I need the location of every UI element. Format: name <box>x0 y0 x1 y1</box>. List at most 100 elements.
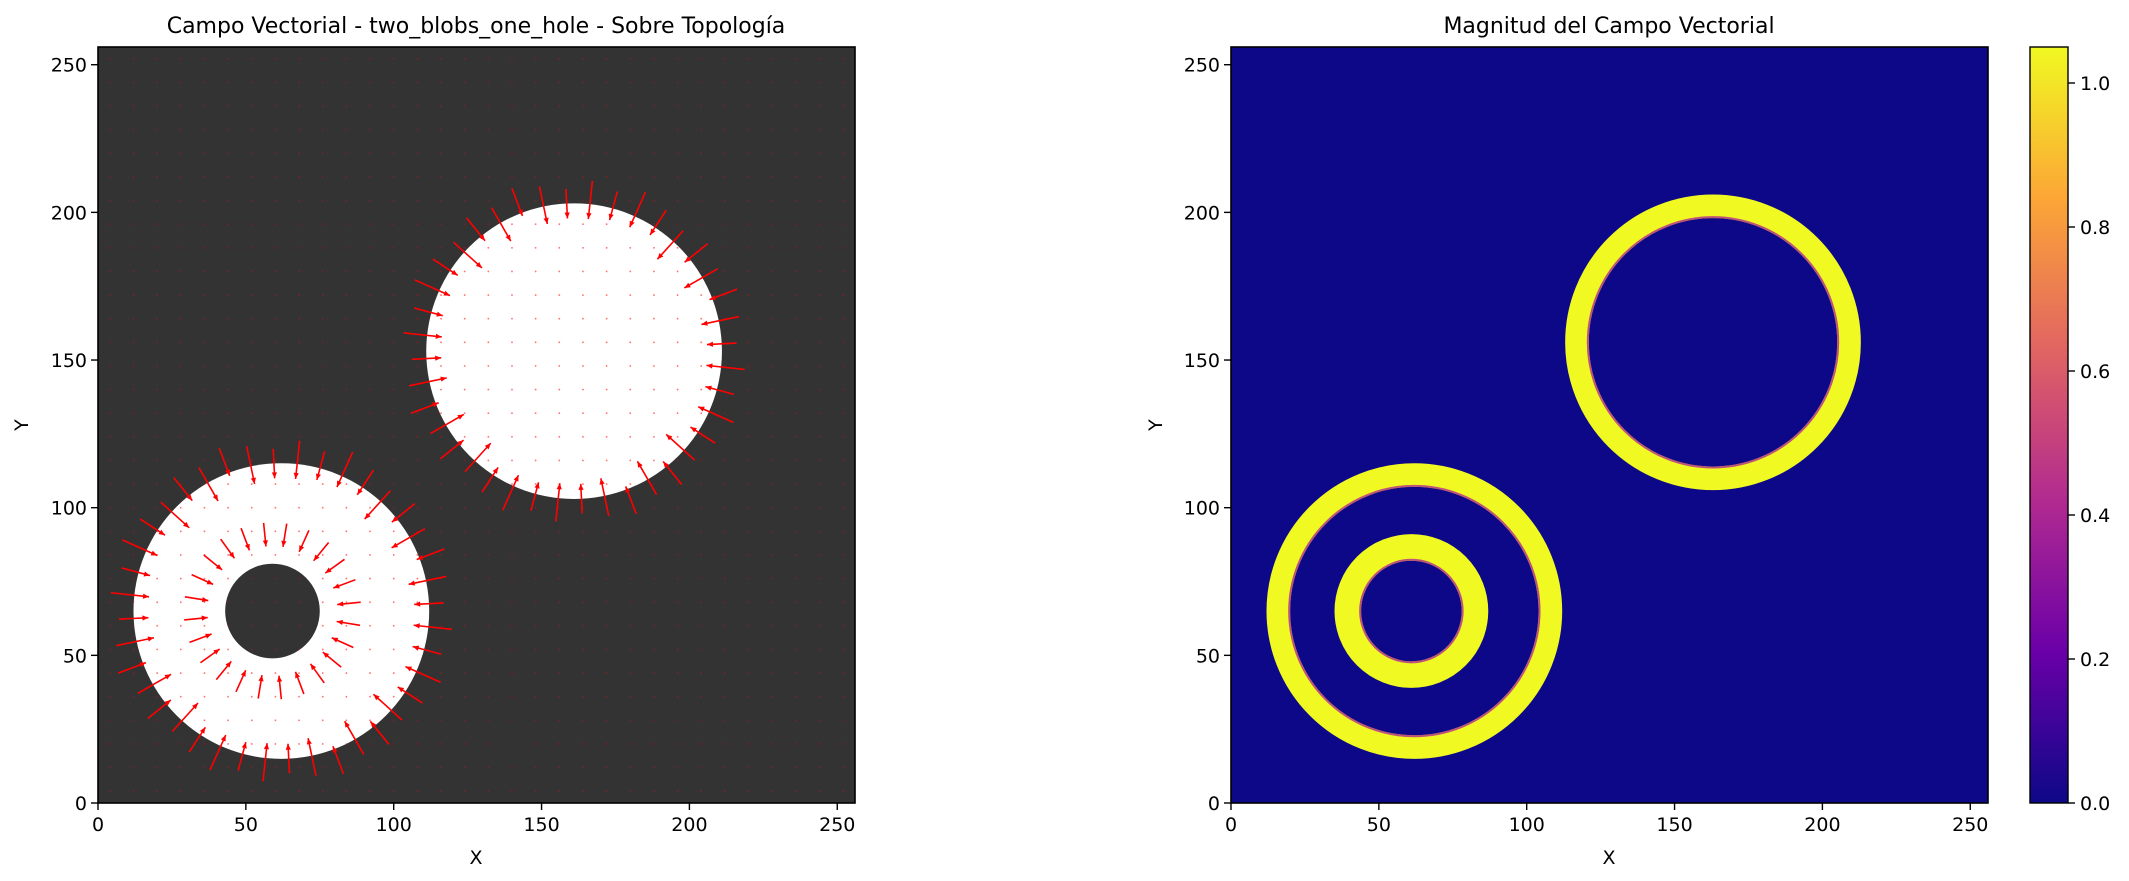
vector-dot <box>842 601 845 604</box>
right-y-tick-label: 0 <box>1208 793 1220 815</box>
vector-dot <box>582 672 584 674</box>
vector-dot <box>723 554 726 556</box>
vector-dot <box>605 459 608 462</box>
vector-dot <box>392 648 395 651</box>
vector-dot <box>629 105 632 107</box>
vector-dot <box>534 577 537 580</box>
vector-dot <box>156 624 159 627</box>
vector-dot <box>369 105 371 107</box>
vector-arrow <box>184 595 209 603</box>
vector-dot <box>227 766 230 769</box>
vector-dot <box>747 648 750 651</box>
vector-dot <box>653 459 655 462</box>
vector-dot <box>274 105 277 107</box>
vector-dot <box>653 57 655 60</box>
vector-dot <box>227 294 230 296</box>
vector-dot <box>179 766 182 769</box>
vector-dot <box>440 719 442 722</box>
vector-dot <box>392 459 395 462</box>
vector-dot <box>203 577 206 580</box>
vector-dot <box>298 530 300 533</box>
vector-dot <box>558 365 561 367</box>
vector-dot <box>416 766 419 769</box>
vector-dot <box>558 388 561 391</box>
vector-dot <box>794 483 797 485</box>
vector-arrow <box>198 467 219 502</box>
vector-dot <box>298 365 300 367</box>
vector-dot <box>605 483 608 485</box>
vector-dot <box>582 695 584 698</box>
vector-dot <box>156 81 159 84</box>
vector-dot <box>274 317 277 320</box>
vector-dot <box>203 223 206 226</box>
vector-dot <box>132 317 135 320</box>
vector-dot <box>274 57 277 60</box>
vector-dot <box>818 743 821 745</box>
vector-dot <box>723 199 726 202</box>
vector-dot <box>534 105 537 107</box>
vector-dot <box>582 554 584 556</box>
vector-dot <box>156 388 159 391</box>
vector-dot <box>416 506 419 509</box>
vector-dot <box>203 530 206 533</box>
vector-dot <box>511 388 513 391</box>
vector-dot <box>250 743 253 745</box>
vector-dot <box>747 719 750 722</box>
vector-arrow <box>245 446 256 485</box>
vector-dot <box>629 648 632 651</box>
vector-dot <box>629 341 632 344</box>
vector-dot <box>794 81 797 84</box>
vector-arrow <box>369 720 390 745</box>
vector-dot <box>700 459 703 462</box>
vector-dot <box>108 554 111 556</box>
vector-arrow <box>705 385 735 396</box>
vector-arrow <box>408 575 447 586</box>
vector-dot <box>534 294 537 296</box>
vector-dot <box>818 530 821 533</box>
vector-dot <box>108 57 111 60</box>
vector-dot <box>203 270 206 273</box>
vector-dot <box>132 365 135 367</box>
vector-dot <box>321 105 324 107</box>
vector-dot <box>534 388 537 391</box>
vector-dot <box>700 743 703 745</box>
vector-arrow <box>416 548 445 561</box>
vector-dot <box>156 672 159 674</box>
vector-dot <box>250 766 253 769</box>
vector-dot <box>132 790 135 793</box>
vector-dot <box>818 790 821 793</box>
vector-dot <box>440 223 442 226</box>
vector-dot <box>487 412 490 415</box>
vector-dot <box>463 246 466 249</box>
vector-dot <box>487 199 490 202</box>
vector-dot <box>274 672 277 674</box>
vector-dot <box>653 648 655 651</box>
vector-arrow <box>410 401 439 414</box>
vector-dot <box>250 790 253 793</box>
vector-dot <box>676 246 679 249</box>
vector-dot <box>653 435 655 438</box>
vector-dot <box>250 317 253 320</box>
vector-dot <box>369 743 371 745</box>
left-y-ticks: 0 50 100 150 200 250 <box>51 55 98 815</box>
vector-dot <box>321 388 324 391</box>
vector-dot <box>487 57 490 60</box>
vector-dot <box>558 648 561 651</box>
vector-arrow <box>220 538 236 559</box>
vector-dot <box>582 176 584 178</box>
vector-dot <box>416 483 419 485</box>
vector-arrow <box>414 601 444 607</box>
vector-dot <box>369 412 371 415</box>
vector-dot <box>534 317 537 320</box>
vector-dot <box>794 105 797 107</box>
vector-dot <box>369 506 371 509</box>
vector-field-panel: Campo Vectorial - two_blobs_one_hole - S… <box>11 14 856 869</box>
vector-dot <box>132 459 135 462</box>
vector-arrow <box>690 426 716 444</box>
vector-dot <box>723 790 726 793</box>
vector-arrow <box>649 209 667 236</box>
vector-dot <box>794 223 797 226</box>
right-axes-frame <box>1230 46 1989 804</box>
vector-dot <box>463 648 466 651</box>
vector-dot <box>321 270 324 273</box>
